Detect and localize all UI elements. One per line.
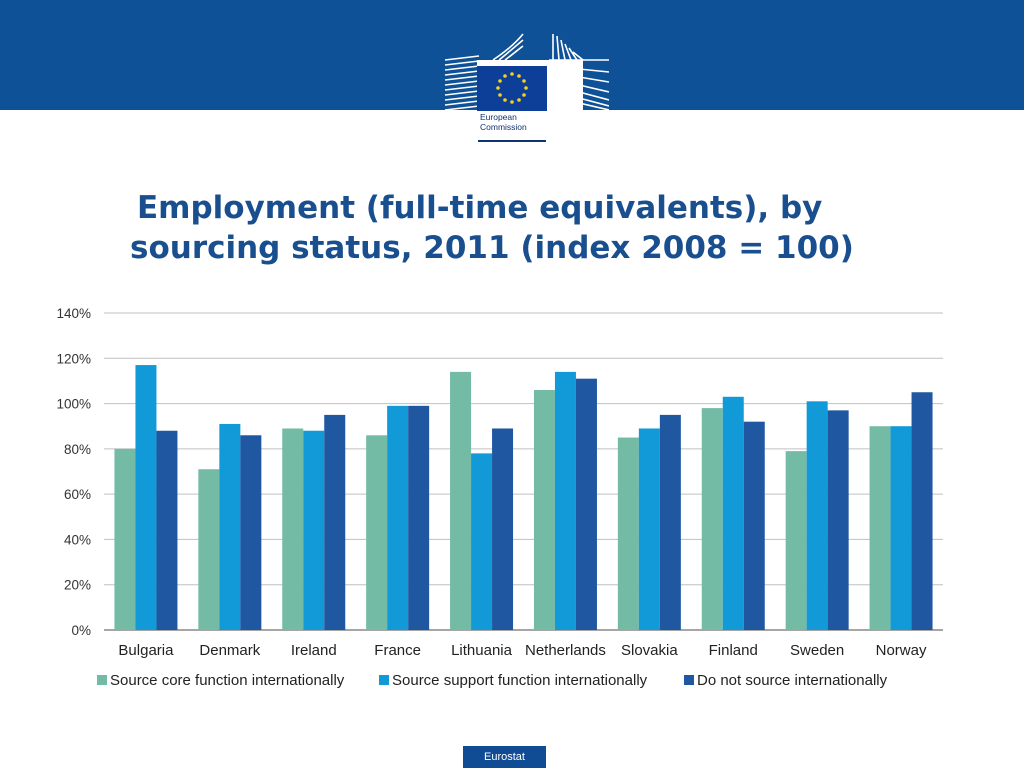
footer-label: Eurostat bbox=[484, 751, 525, 763]
bar bbox=[492, 428, 514, 630]
bar bbox=[722, 396, 744, 630]
bar bbox=[533, 389, 555, 630]
eu-flag-icon bbox=[477, 66, 547, 111]
legend-swatch bbox=[684, 675, 694, 685]
bar bbox=[701, 408, 723, 630]
x-tick-label: Denmark bbox=[199, 642, 260, 659]
y-tick-label: 60% bbox=[64, 487, 91, 502]
bar bbox=[806, 401, 828, 630]
y-tick-label: 0% bbox=[71, 623, 91, 638]
bar bbox=[638, 428, 660, 630]
bar bbox=[743, 421, 765, 630]
bar bbox=[324, 414, 346, 630]
european-commission-logo: European Commission bbox=[443, 30, 609, 172]
logo-text-line2: Commission bbox=[480, 122, 527, 132]
x-tick-label: Netherlands bbox=[525, 642, 606, 659]
x-tick-label: Bulgaria bbox=[118, 642, 174, 659]
x-tick-label: Slovakia bbox=[621, 642, 678, 659]
logo-text: European Commission bbox=[480, 112, 527, 132]
bar bbox=[219, 423, 241, 630]
footer-badge: Eurostat bbox=[463, 746, 546, 768]
bar bbox=[303, 430, 325, 630]
bar bbox=[617, 437, 639, 630]
x-tick-label: Norway bbox=[876, 642, 927, 659]
x-tick-label: Sweden bbox=[790, 642, 844, 659]
logo-text-line1: European bbox=[480, 112, 517, 122]
slide-title-line1: Employment (full-time equivalents), by bbox=[137, 190, 823, 226]
bar bbox=[554, 371, 576, 630]
y-tick-label: 120% bbox=[56, 351, 91, 366]
legend-label: Source support function internationally bbox=[392, 672, 648, 689]
bar bbox=[785, 451, 807, 630]
bar bbox=[387, 405, 409, 630]
bar bbox=[890, 426, 912, 630]
x-tick-label: Finland bbox=[709, 642, 758, 659]
bar bbox=[114, 448, 136, 630]
bar bbox=[471, 453, 493, 630]
y-tick-label: 80% bbox=[64, 442, 91, 457]
y-tick-label: 100% bbox=[56, 397, 91, 412]
bar-chart: 0% 20% 40% 60% 80% 100% 120% 140% Bulgaria Denmar… bbox=[56, 306, 943, 689]
bar bbox=[911, 392, 933, 630]
x-tick-label: France bbox=[374, 642, 421, 659]
y-tick-label: 20% bbox=[64, 578, 91, 593]
bar bbox=[408, 405, 430, 630]
slide-title-line2: sourcing status, 2011 (index 2008 = 100) bbox=[130, 230, 854, 266]
bar bbox=[366, 435, 388, 630]
bar bbox=[575, 378, 597, 630]
y-tick-label: 40% bbox=[64, 532, 91, 547]
bar bbox=[450, 371, 472, 630]
bar bbox=[198, 469, 220, 630]
x-tick-label: Lithuania bbox=[451, 642, 513, 659]
y-tick-label: 140% bbox=[56, 306, 91, 321]
legend-swatch bbox=[97, 675, 107, 685]
x-tick-label: Ireland bbox=[291, 642, 337, 659]
bar bbox=[240, 435, 262, 630]
bar bbox=[135, 365, 157, 630]
bar bbox=[827, 410, 849, 630]
eu-stars-icon bbox=[496, 72, 528, 104]
bar bbox=[659, 414, 681, 630]
bar bbox=[156, 430, 178, 630]
legend-swatch bbox=[379, 675, 389, 685]
legend-label: Do not source internationally bbox=[697, 672, 888, 689]
legend-label: Source core function internationally bbox=[110, 672, 345, 689]
bar bbox=[282, 428, 304, 630]
logo-underline bbox=[478, 140, 546, 142]
bar bbox=[869, 426, 891, 630]
